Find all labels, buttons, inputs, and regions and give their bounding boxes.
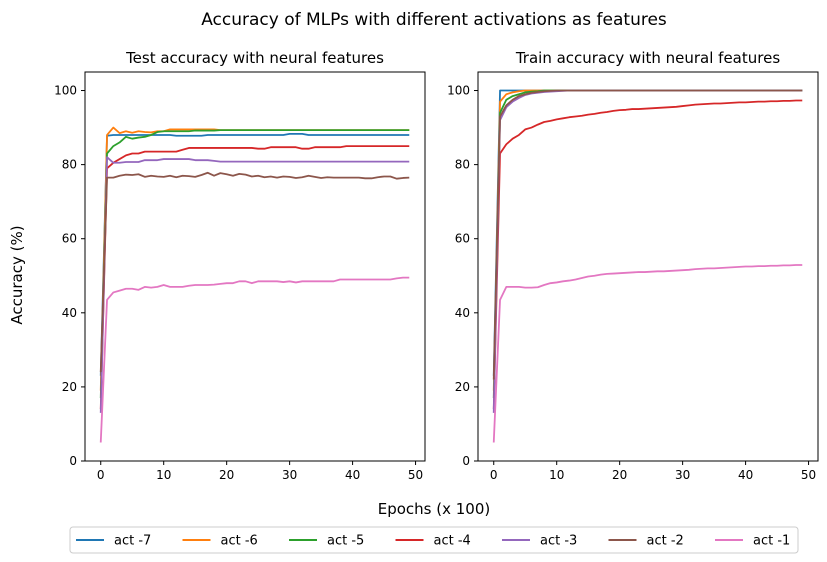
legend-label: act -7 <box>114 534 151 549</box>
x-tick-label: 50 <box>408 468 423 482</box>
series-line-act-6 <box>99 126 410 391</box>
series-line-act-7 <box>99 132 410 376</box>
series-line-act-1 <box>492 264 803 443</box>
x-tick-label: 10 <box>549 468 564 482</box>
series-line-act-5 <box>492 89 803 399</box>
axes-frame <box>84 71 426 462</box>
panel-title: Test accuracy with neural features <box>125 49 384 67</box>
legend-label: act -1 <box>753 534 790 549</box>
legend-label: act -5 <box>327 534 364 549</box>
y-tick-label: 100 <box>54 84 77 98</box>
y-tick-label: 60 <box>455 232 470 246</box>
legend-label: act -6 <box>221 534 258 549</box>
series-line-act-7 <box>492 89 803 376</box>
legend-label: act -4 <box>434 534 471 549</box>
series-line-act-2 <box>99 171 410 373</box>
y-tick-label: 20 <box>62 380 77 394</box>
series-line-act-6 <box>492 89 803 391</box>
figure-title: Accuracy of MLPs with different activati… <box>201 10 667 30</box>
x-tick-label: 0 <box>490 468 498 482</box>
panel-title: Train accuracy with neural features <box>515 49 780 67</box>
y-tick-label: 100 <box>447 84 470 98</box>
y-tick-label: 0 <box>462 454 470 468</box>
train-accuracy-panel: Train accuracy with neural features 0 10 20… <box>447 49 819 482</box>
series-line-act-4 <box>99 145 410 410</box>
x-tick-label: 30 <box>282 468 297 482</box>
y-axis-label: Accuracy (%) <box>8 225 26 324</box>
axes-frame <box>477 71 819 462</box>
x-tick-label: 30 <box>675 468 690 482</box>
series-line-act-4 <box>492 99 803 410</box>
y-tick-label: 80 <box>62 158 77 172</box>
y-tick-label: 80 <box>455 158 470 172</box>
y-tick-label: 20 <box>455 380 470 394</box>
y-tick-label: 0 <box>69 454 77 468</box>
x-tick-label: 10 <box>156 468 171 482</box>
test-accuracy-panel: Test accuracy with neural features 0 10 20 3… <box>54 49 426 482</box>
series-line-act-5 <box>99 129 410 399</box>
legend-box <box>69 526 799 554</box>
x-tick-label: 0 <box>97 468 105 482</box>
series-line-act-3 <box>99 156 410 413</box>
legend: act -7 act -6 act -5 act -4 act -3 act -2 act … <box>69 526 799 554</box>
y-tick-label: 40 <box>62 306 77 320</box>
series-line-act-3 <box>492 89 803 413</box>
x-tick-label: 50 <box>801 468 816 482</box>
y-tick-label: 60 <box>62 232 77 246</box>
x-tick-label: 20 <box>219 468 234 482</box>
series-line-act-2 <box>492 89 803 380</box>
x-tick-label: 40 <box>345 468 360 482</box>
x-tick-label: 20 <box>612 468 627 482</box>
legend-label: act -3 <box>540 534 577 549</box>
x-tick-label: 40 <box>738 468 753 482</box>
x-axis-label: Epochs (x 100) <box>378 500 491 518</box>
legend-label: act -2 <box>647 534 684 549</box>
y-tick-label: 40 <box>455 306 470 320</box>
series-line-act-1 <box>99 276 410 443</box>
